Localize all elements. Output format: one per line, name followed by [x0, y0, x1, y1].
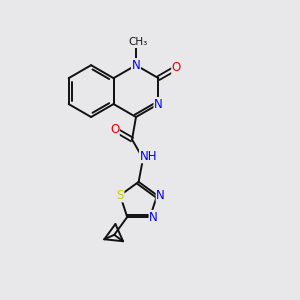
Text: NH: NH — [140, 150, 157, 163]
Text: O: O — [110, 123, 119, 136]
Text: N: N — [132, 59, 140, 72]
Text: S: S — [116, 189, 124, 202]
Text: N: N — [156, 189, 165, 202]
Text: N: N — [149, 211, 158, 224]
Text: N: N — [154, 98, 163, 111]
Text: CH₃: CH₃ — [129, 38, 148, 47]
Text: O: O — [172, 61, 181, 74]
